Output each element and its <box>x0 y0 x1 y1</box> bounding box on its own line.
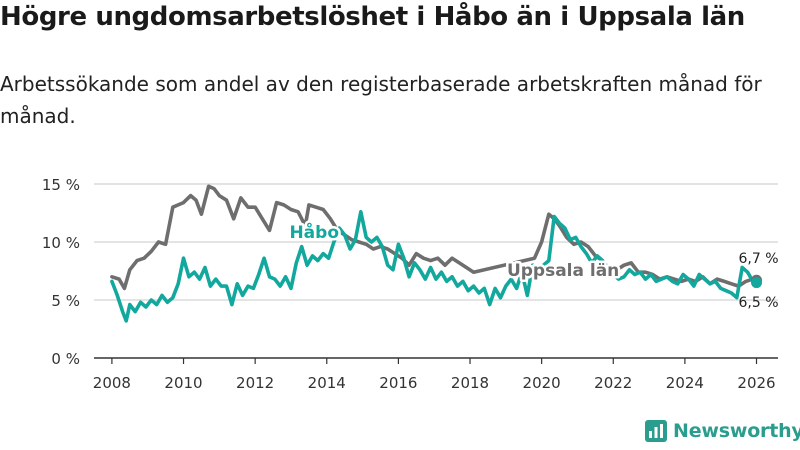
series-line-habo <box>110 210 759 323</box>
x-tick-label: 2026 <box>737 374 775 392</box>
y-tick-label: 0 % <box>51 350 80 368</box>
series-layer <box>110 184 763 323</box>
x-tick-label: 2010 <box>164 374 202 392</box>
x-tick-label: 2024 <box>666 374 704 392</box>
y-tick-label: 15 % <box>42 176 80 194</box>
axis-layer: 0 % 5 % 10 % 15 % 2008 2010 2012 2014 2016 2018 20… <box>42 176 778 392</box>
series-label-habo-halo: Håbo <box>289 221 339 243</box>
x-tick-label: 2018 <box>451 374 489 392</box>
y-tick-label: 10 % <box>42 234 80 252</box>
y-tick-label: 5 % <box>51 292 80 310</box>
grid-layer <box>94 183 778 301</box>
series-label-uppsala-halo: Uppsala län <box>507 261 619 281</box>
brand-name: Newsworthy <box>673 420 800 442</box>
x-tick-label: 2022 <box>594 374 632 392</box>
chart-subtitle: Arbetssökande som andel av den registerb… <box>0 72 762 128</box>
series-label-uppsala: Uppsala län <box>507 261 619 281</box>
newsworthy-logo: Newsworthy <box>645 420 800 442</box>
series-label-habo: Håbo <box>289 221 339 243</box>
end-marker-habo <box>751 277 763 289</box>
x-tick-label: 2020 <box>523 374 561 392</box>
x-tick-label: 2016 <box>379 374 417 392</box>
x-tick-label: 2008 <box>93 374 131 392</box>
x-tick-label: 2014 <box>308 374 346 392</box>
chart-title: Högre ungdomsarbetslöshet i Håbo än i Up… <box>0 2 745 32</box>
x-tick-label: 2012 <box>236 374 274 392</box>
end-value-uppsala: 6,7 % <box>738 251 778 267</box>
end-value-habo: 6,5 % <box>738 295 778 311</box>
bar-chart-logo-icon <box>645 420 667 442</box>
